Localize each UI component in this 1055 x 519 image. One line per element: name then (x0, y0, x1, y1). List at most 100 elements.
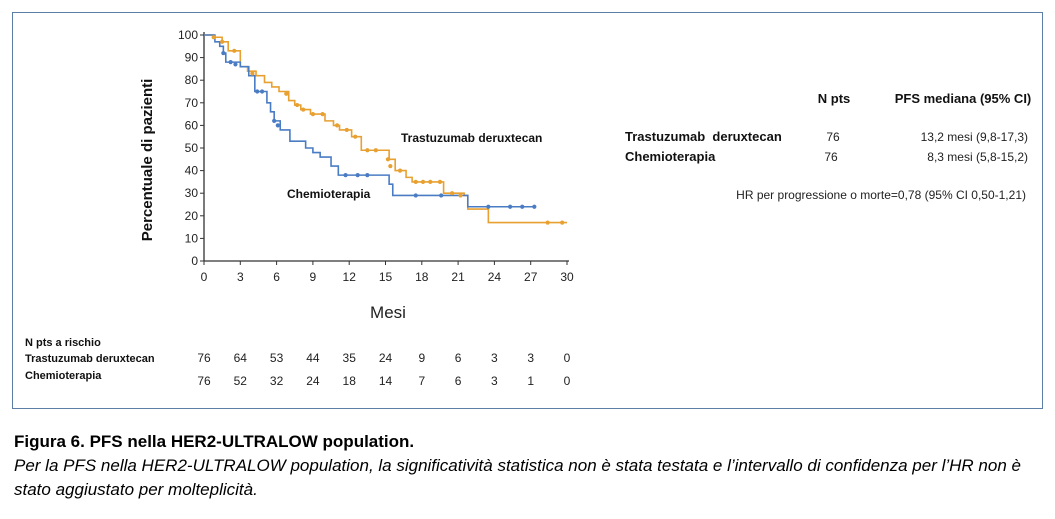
chemo-censor-mark (228, 60, 233, 65)
risk-value: 76 (197, 374, 211, 388)
risk-value: 3 (527, 351, 534, 365)
tdxd-censor-mark (310, 112, 315, 117)
x-tick-label: 27 (524, 270, 538, 284)
risk-value: 52 (234, 374, 248, 388)
tdxd-censor-mark (232, 48, 237, 53)
chemo-censor-mark (355, 173, 360, 178)
x-axis-label: Mesi (370, 303, 406, 322)
tdxd-censor-mark (211, 35, 216, 40)
risk-value: 53 (270, 351, 284, 365)
x-tick-label: 0 (201, 270, 208, 284)
y-tick-label: 100 (178, 28, 198, 42)
y-tick-label: 80 (185, 73, 199, 87)
chemo-censor-mark (343, 173, 348, 178)
summary-row-pfs: 13,2 mesi (9,8-17,3) (921, 130, 1028, 144)
tdxd-censor-mark (385, 157, 391, 162)
x-tick-label: 12 (343, 270, 357, 284)
tdxd-censor-mark (295, 102, 300, 108)
tdxd-curve (204, 34, 567, 224)
risk-table: N pts a rischio Trastuzumab deruxtecan C… (25, 337, 571, 388)
y-tick-label: 60 (185, 118, 199, 132)
chemo-censor-mark (413, 193, 418, 198)
y-tick-label: 0 (191, 254, 198, 268)
figure-caption: Figura 6. PFS nella HER2-ULTRALOW popula… (14, 430, 1044, 502)
censor-marks (211, 35, 565, 225)
survival-curves (204, 34, 567, 224)
risk-value: 1 (527, 374, 534, 388)
chemo-censor-mark (221, 50, 226, 56)
summary-row-pfs: 8,3 mesi (5,8-15,2) (927, 150, 1028, 164)
summary-row-n: 76 (824, 150, 838, 164)
chart-axes (200, 32, 569, 265)
risk-value: 76 (197, 351, 211, 365)
chemo-censor-mark (439, 193, 444, 198)
header-n-pts: N pts (818, 91, 851, 106)
tdxd-censor-mark (545, 220, 550, 225)
risk-value: 0 (564, 351, 571, 365)
chemo-censor-mark (259, 89, 265, 94)
summary-row-label: Chemioterapia (625, 149, 716, 164)
tdxd-censor-mark (437, 179, 443, 184)
tdxd-censor-mark (284, 91, 289, 96)
tdxd-censor-mark (365, 148, 370, 153)
risk-value: 6 (455, 351, 462, 365)
y-tick-label: 50 (185, 141, 199, 155)
risk-table-title: N pts a rischio (25, 337, 101, 349)
header-pfs-mediana: PFS mediana (95% CI) (895, 91, 1032, 106)
chemo-censor-mark (520, 204, 525, 209)
x-tick-label: 9 (310, 270, 317, 284)
curve-label-tdxd: Trastuzumab deruxtecan (401, 131, 542, 145)
y-tick-label: 90 (185, 51, 199, 65)
x-tick-label: 6 (273, 270, 280, 284)
tdxd-censor-mark (560, 220, 565, 225)
chemo-censor-mark (233, 62, 238, 67)
tdxd-censor-mark (301, 107, 306, 112)
summary-table: N pts PFS mediana (95% CI) Trastuzumab d… (625, 91, 1031, 202)
tick-labels: 0 10 20 30 40 50 60 70 80 90 100 0 3 6 9 12 15 18 21 24 27 30 (178, 28, 574, 284)
tdxd-censor-mark (397, 168, 403, 173)
y-tick-label: 10 (185, 231, 199, 245)
risk-value: 7 (418, 374, 425, 388)
risk-value: 35 (343, 351, 357, 365)
chemo-censor-mark (508, 204, 513, 209)
tdxd-censor-mark (458, 193, 463, 198)
y-tick-label: 40 (185, 164, 199, 178)
risk-value: 44 (306, 351, 320, 365)
x-tick-label: 30 (560, 270, 574, 284)
tdxd-censor-mark (413, 179, 418, 184)
risk-row-label: Trastuzumab deruxtecan (25, 353, 155, 365)
risk-value: 0 (564, 374, 571, 388)
risk-value: 14 (379, 374, 393, 388)
caption-text: Per la PFS nella HER2-ULTRALOW populatio… (14, 456, 1021, 499)
risk-value: 24 (306, 374, 320, 388)
risk-row-label: Chemioterapia (25, 370, 102, 382)
y-tick-label: 20 (185, 209, 199, 223)
risk-value: 64 (234, 351, 248, 365)
tdxd-censor-mark (344, 127, 349, 133)
risk-value: 3 (491, 351, 498, 365)
chemo-censor-mark (272, 118, 277, 123)
chemo-censor-mark (365, 173, 370, 178)
tdxd-censor-mark (335, 123, 340, 128)
x-tick-label: 15 (379, 270, 393, 284)
chemo-censor-mark (255, 89, 260, 94)
tdxd-censor-mark (220, 39, 225, 44)
risk-value: 6 (455, 374, 462, 388)
chemo-censor-mark (486, 204, 491, 209)
tdxd-censor-mark (428, 179, 433, 184)
tdxd-censor-mark (320, 112, 325, 117)
tdxd-censor-mark (449, 191, 455, 196)
x-tick-label: 24 (488, 270, 502, 284)
risk-value: 32 (270, 374, 284, 388)
chemo-censor-mark (275, 123, 280, 128)
tdxd-censor-mark (250, 71, 255, 76)
y-tick-label: 30 (185, 186, 199, 200)
caption-title: Figura 6. PFS nella HER2-ULTRALOW popula… (14, 432, 415, 451)
y-tick-label: 70 (185, 96, 199, 110)
summary-row-label: Trastuzumab deruxtecan (625, 129, 782, 144)
chemo-censor-mark (532, 204, 537, 209)
risk-value: 24 (379, 351, 393, 365)
chemo-curve (204, 34, 535, 208)
tdxd-censor-mark (373, 148, 378, 153)
